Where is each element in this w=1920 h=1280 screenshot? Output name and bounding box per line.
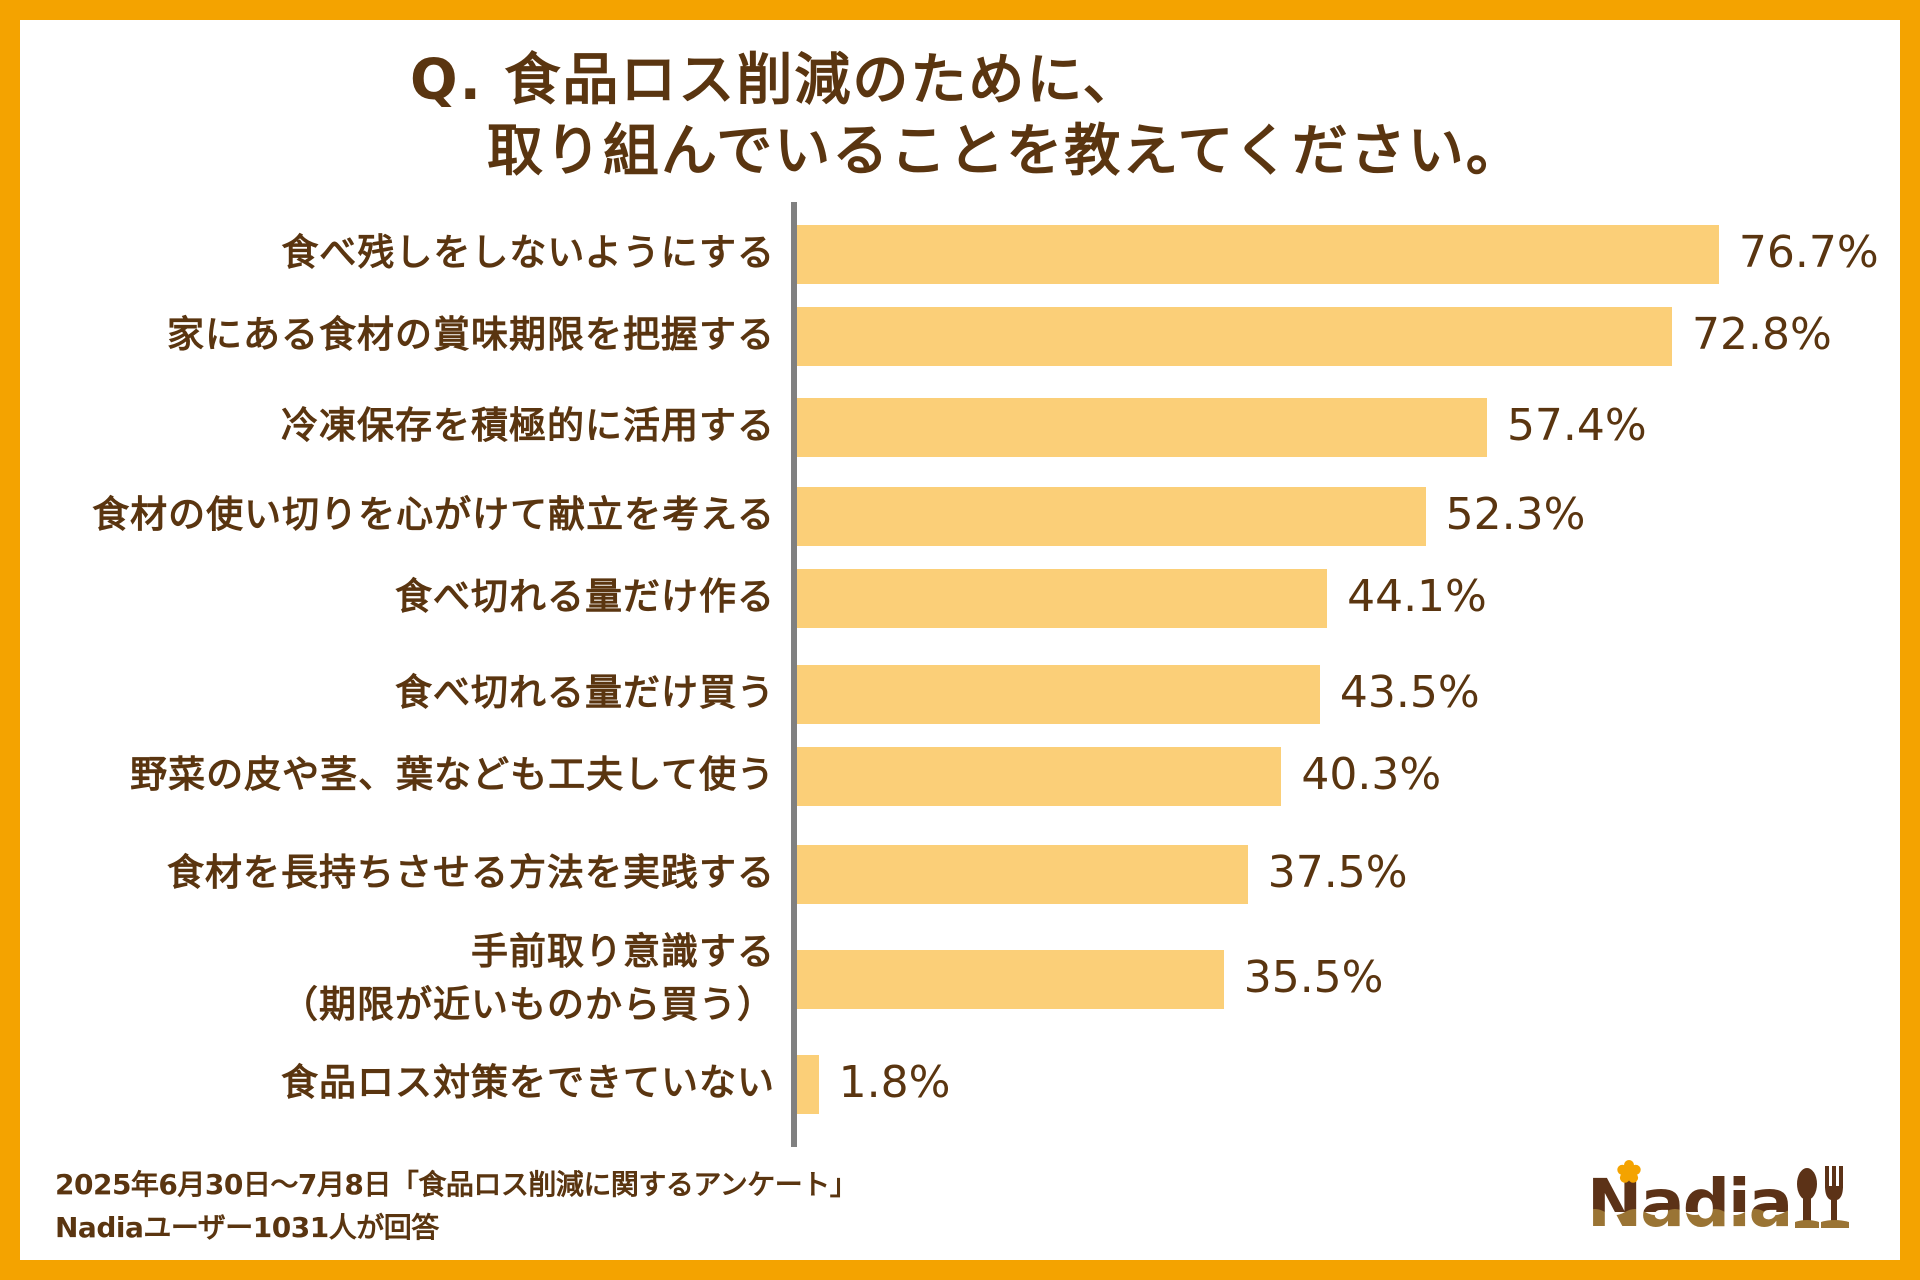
category-label-line: 野菜の皮や茎、葉なども工夫して使う xyxy=(130,752,775,796)
category-label: 食材の使い切りを心がけて献立を考える xyxy=(92,490,775,540)
bar xyxy=(797,950,1224,1009)
value-label: 44.1% xyxy=(1347,570,1487,622)
bar xyxy=(797,225,1719,284)
category-label-line: 食品ロス対策をできていない xyxy=(281,1060,775,1104)
chart-title-line-1: Q. 食品ロス削減のために、 xyxy=(410,48,1141,113)
value-label: 72.8% xyxy=(1692,308,1832,360)
category-label-line: 冷凍保存を積極的に活用する xyxy=(281,403,775,447)
bar xyxy=(797,487,1426,546)
category-label-line: 食べ残しをしないようにする xyxy=(281,230,775,274)
value-label: 76.7% xyxy=(1738,226,1879,278)
y-axis-line xyxy=(791,202,797,1147)
category-label: 手前取り意識する （期限が近いものから買う） xyxy=(281,925,775,1031)
chart-panel: Q. 食品ロス削減のために、 取り組んでいることを教えてください。 76.7% 食… xyxy=(20,20,1900,1260)
value-label: 52.3% xyxy=(1445,488,1586,540)
bar xyxy=(797,845,1248,904)
value-label: 43.5% xyxy=(1339,666,1480,718)
value-label: 37.5% xyxy=(1267,846,1408,898)
category-label-line: 食材の使い切りを心がけて献立を考える xyxy=(92,492,775,536)
value-label: 1.8% xyxy=(838,1056,951,1108)
category-label-line: （期限が近いものから買う） xyxy=(281,982,775,1026)
fork-icon xyxy=(1821,1166,1849,1228)
bar xyxy=(797,398,1487,457)
category-label: 食べ残しをしないようにする xyxy=(281,228,775,278)
flower-icon xyxy=(1617,1160,1641,1183)
category-label: 食品ロス対策をできていない xyxy=(281,1058,775,1108)
category-label-line: 家にある食材の賞味期限を把握する xyxy=(167,312,775,356)
spoon-icon xyxy=(1795,1168,1819,1228)
category-label: 食材を長持ちさせる方法を実践する xyxy=(167,848,775,898)
value-label: 40.3% xyxy=(1301,748,1442,800)
category-label: 家にある食材の賞味期限を把握する xyxy=(167,310,775,360)
category-label-line: 食べ切れる量だけ作る xyxy=(395,574,775,618)
bar xyxy=(797,569,1328,628)
category-label-line: 手前取り意識する xyxy=(471,929,775,973)
nadia-logo: Nadia xyxy=(1587,1160,1849,1235)
bar xyxy=(797,747,1282,806)
category-label-line: 食材を長持ちさせる方法を実践する xyxy=(167,850,775,894)
chart-title-line-2: 取り組んでいることを教えてください。 xyxy=(487,119,1524,184)
category-label: 野菜の皮や茎、葉なども工夫して使う xyxy=(130,750,775,800)
category-label: 食べ切れる量だけ作る xyxy=(395,572,775,622)
respondent-note: Nadiaユーザー1031人が回答 xyxy=(55,1211,439,1244)
value-label: 35.5% xyxy=(1243,951,1384,1003)
category-label: 食べ切れる量だけ買う xyxy=(395,668,775,718)
category-label: 冷凍保存を積極的に活用する xyxy=(281,401,775,451)
bar xyxy=(797,665,1320,724)
survey-period-note: 2025年6月30日～7月8日「食品ロス削減に関するアンケート」 xyxy=(55,1168,858,1201)
value-label: 57.4% xyxy=(1506,399,1647,451)
bar xyxy=(797,1055,819,1114)
category-label-line: 食べ切れる量だけ買う xyxy=(395,670,775,714)
bar xyxy=(797,307,1673,366)
